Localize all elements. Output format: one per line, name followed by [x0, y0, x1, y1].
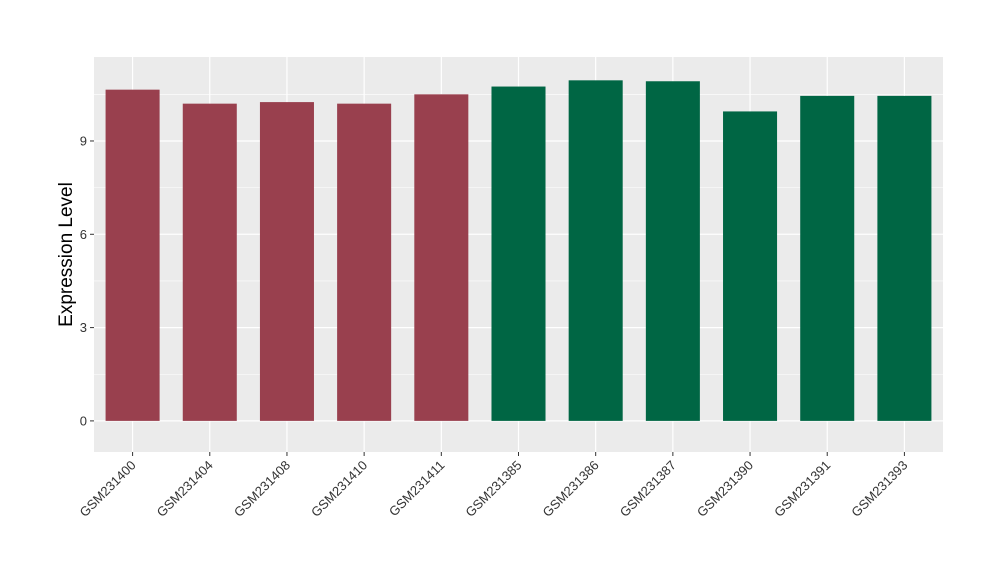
bar-GSM231385 [491, 86, 546, 421]
x-tick-label: GSM231393 [848, 458, 910, 520]
x-axis: GSM231400 GSM231404 GSM231408 GSM231410 GSM2… [76, 452, 911, 520]
x-tick-label: GSM231387 [617, 458, 679, 520]
bar-GSM231404 [182, 103, 237, 421]
x-tick-label: GSM231410 [308, 458, 370, 520]
x-tick-label: GSM231390 [694, 458, 756, 520]
y-tick-label: 6 [80, 227, 87, 242]
x-tick-label: GSM231391 [771, 458, 833, 520]
bar-GSM231411 [414, 94, 469, 421]
bar-GSM231410 [337, 103, 392, 421]
bar-GSM231391 [800, 95, 855, 421]
x-tick-label: GSM231404 [154, 458, 216, 520]
bar-GSM231393 [877, 95, 932, 421]
y-axis: 0 3 6 9 [80, 133, 94, 428]
bar-GSM231390 [723, 111, 778, 421]
bar-GSM231408 [259, 102, 314, 421]
bars [105, 80, 932, 421]
bar-GSM231386 [568, 80, 623, 421]
bar-GSM231400 [105, 89, 160, 421]
y-tick-label: 0 [80, 413, 87, 428]
x-tick-label: GSM231386 [540, 458, 602, 520]
y-tick-label: 9 [80, 133, 87, 148]
y-tick-label: 3 [80, 320, 87, 335]
x-tick-label: GSM231408 [231, 458, 293, 520]
y-axis-title: Expression Level [56, 182, 77, 327]
bar-GSM231387 [645, 81, 700, 421]
x-tick-label: GSM231385 [462, 458, 524, 520]
x-tick-label: GSM231400 [76, 458, 138, 520]
x-tick-label: GSM231411 [386, 458, 448, 520]
